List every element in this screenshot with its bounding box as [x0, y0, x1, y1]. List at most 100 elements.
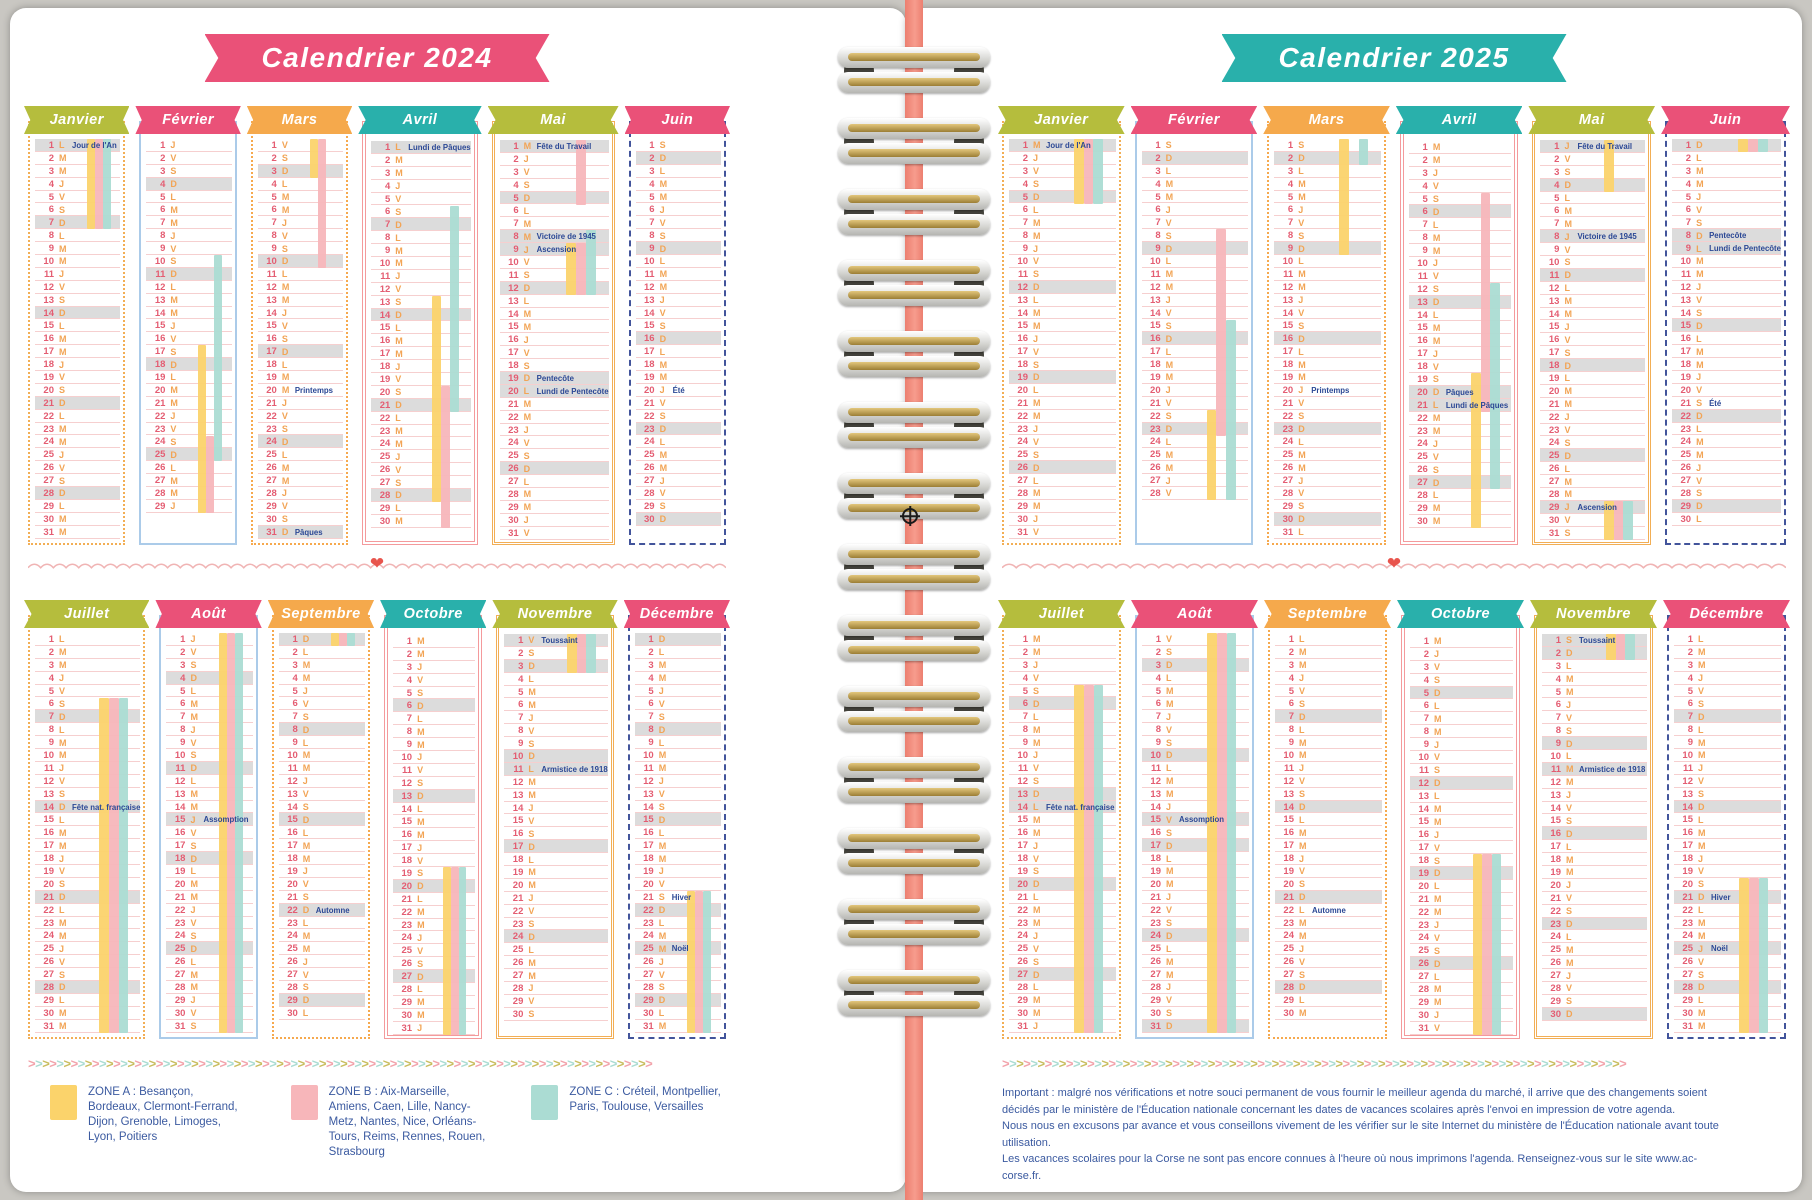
chevron-icon: > — [439, 1056, 447, 1071]
day-letter: J — [1566, 699, 1572, 710]
day-number: 9 — [48, 243, 54, 255]
day-row: 22 L — [35, 410, 120, 423]
holiday-label: Armistice de 1918 — [541, 764, 608, 774]
month-banner: Décembre — [1663, 600, 1790, 628]
day-row: 15 L — [371, 321, 470, 334]
day-number: 4 — [1155, 672, 1161, 684]
day-letter: M — [523, 218, 532, 229]
day-letter: L — [1566, 751, 1572, 762]
day-number: 23 — [379, 425, 391, 437]
day-letter: M — [1564, 296, 1572, 307]
day-row: 18 D — [146, 358, 232, 372]
chevron-icon: > — [1484, 1056, 1492, 1071]
day-letter: L — [1298, 256, 1304, 267]
day-letter: D — [1564, 270, 1571, 281]
chevron-icon: > — [1165, 1056, 1173, 1071]
chevron-icon: > — [489, 1056, 497, 1071]
day-number: 5 — [1155, 191, 1161, 203]
day-letter: M — [59, 737, 67, 748]
day-letter: J — [658, 866, 664, 877]
chevron-icon: > — [574, 1056, 582, 1071]
day-number: 13 — [43, 788, 54, 800]
vacation-bar-zone-a — [1605, 634, 1616, 660]
day-row: 19 D Pentecôte — [499, 372, 609, 385]
day-letter: L — [417, 984, 423, 995]
chevron-icon: > — [134, 1056, 142, 1071]
day-row: 20 S — [1275, 878, 1382, 891]
chevron-icon: > — [1314, 1056, 1322, 1071]
day-row: 10 L — [636, 255, 721, 268]
day-letter: D — [395, 490, 402, 501]
day-letter: S — [523, 180, 530, 191]
day-row: 23 M — [35, 423, 120, 436]
day-number: 11 — [644, 268, 655, 280]
month-banner: Septembre — [267, 600, 375, 628]
day-number: 28 — [1150, 487, 1161, 499]
day-letter: S — [1696, 488, 1703, 499]
day-number: 20 — [43, 878, 54, 890]
holiday-label: Lundi de Pentecôte — [1709, 244, 1781, 254]
day-letter: V — [528, 815, 535, 826]
day-row: 13 V — [635, 788, 721, 801]
day-letter: S — [1298, 140, 1305, 151]
day-row: 22 D Automne — [278, 903, 366, 917]
day-letter: V — [1166, 634, 1173, 645]
day-number: 26 — [512, 957, 524, 969]
day-number: 15 — [508, 321, 519, 333]
day-row: 19 V — [35, 865, 140, 878]
day-row: 31 S — [1540, 527, 1645, 540]
day-number: 24 — [1550, 931, 1561, 943]
day-number: 31 — [174, 1020, 186, 1032]
day-row: 12 D — [1410, 776, 1513, 790]
day-letter: S — [1165, 411, 1172, 422]
chevron-icon: > — [1087, 1056, 1095, 1071]
day-number: 12 — [1283, 775, 1294, 787]
day-number: 29 — [1418, 996, 1429, 1008]
day-number: 24 — [644, 436, 655, 448]
chevron-icon: > — [545, 1056, 554, 1071]
chevron-icon: > — [1080, 1056, 1088, 1071]
day-letter: V — [528, 725, 535, 736]
day-letter: S — [1566, 906, 1573, 917]
day-letter: S — [1566, 996, 1573, 1007]
day-number: 3 — [518, 660, 524, 672]
day-letter: L — [59, 320, 65, 331]
chevron-icon: > — [162, 1056, 171, 1071]
day-row: 18 S — [1009, 358, 1116, 371]
day-number: 20 — [643, 878, 654, 890]
day-number: 30 — [1550, 1008, 1561, 1020]
day-letter: J — [659, 385, 665, 396]
day-row: 14 D — [371, 308, 471, 322]
day-letter: S — [1166, 737, 1173, 748]
day-number: 12 — [1417, 283, 1428, 295]
vacation-bar-zone-a — [1073, 139, 1084, 204]
day-number: 28 — [154, 487, 166, 499]
day-number: 5 — [648, 685, 654, 697]
day-letter: S — [1166, 918, 1173, 929]
day-row: 11 S — [500, 269, 609, 282]
vacation-bar-zone-c — [235, 633, 244, 1033]
chevron-icon: > — [1016, 1056, 1024, 1071]
day-number: 4 — [518, 673, 524, 685]
day-row: 28 M — [146, 487, 231, 500]
day-number: 15 — [43, 814, 54, 826]
day-letter: D — [281, 346, 289, 357]
day-row: 25 J — [35, 942, 140, 955]
day-letter: D — [59, 488, 66, 499]
day-row: 14 J — [1142, 801, 1249, 814]
day-number: 12 — [643, 775, 654, 787]
day-row: 29 M — [393, 996, 475, 1009]
day-number: 6 — [292, 698, 298, 710]
day-letter: V — [395, 374, 402, 385]
day-number: 22 — [512, 905, 524, 917]
vacation-bar-zone-b — [1613, 501, 1624, 540]
day-letter: S — [59, 475, 66, 486]
